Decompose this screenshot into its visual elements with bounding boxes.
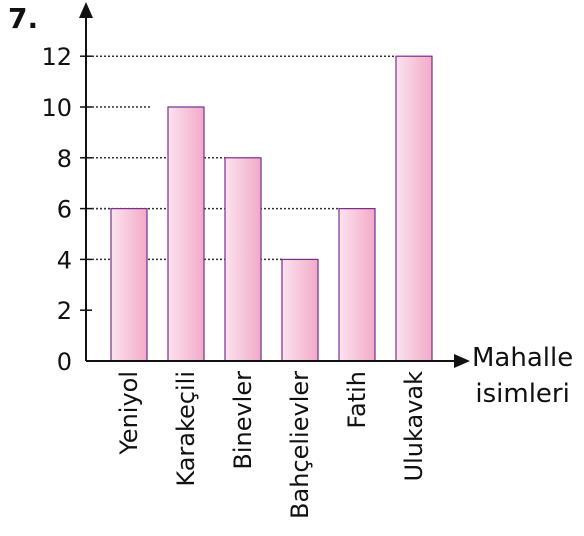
x-axis-label-line1: Mahalle <box>472 343 574 373</box>
y-tick-label: 0 <box>57 348 72 376</box>
question-number: 7. <box>8 2 39 35</box>
category-label: Yeniyol <box>115 371 143 456</box>
ticks: 0 2 4 6 8 10 12 Yeniyol Karakeçili Binevler Bahçel… <box>41 43 428 519</box>
x-axis-label: Mahalle isimleri <box>472 340 573 412</box>
y-tick-label: 4 <box>57 246 72 274</box>
y-tick-label: 8 <box>57 145 72 173</box>
bar <box>224 157 262 362</box>
y-tick-label: 2 <box>57 297 72 325</box>
category-label: Karakeçili <box>172 371 200 487</box>
y-tick-label: 10 <box>41 94 72 122</box>
category-label: Ulukavak <box>400 371 428 482</box>
bar <box>110 208 148 362</box>
bar <box>281 258 319 362</box>
bars <box>110 55 433 362</box>
bar <box>167 106 205 362</box>
category-label: Bahçelievler <box>286 371 314 519</box>
bar <box>338 208 376 362</box>
x-axis-arrow <box>454 354 470 368</box>
bar <box>395 55 433 362</box>
axes <box>79 2 470 368</box>
y-tick-label: 12 <box>41 43 72 71</box>
category-label: Fatih <box>343 371 371 429</box>
y-axis-arrow <box>79 2 93 18</box>
category-label: Binevler <box>229 371 257 470</box>
y-tick-label: 6 <box>57 196 72 224</box>
x-axis-label-line2: isimleri <box>475 379 570 409</box>
